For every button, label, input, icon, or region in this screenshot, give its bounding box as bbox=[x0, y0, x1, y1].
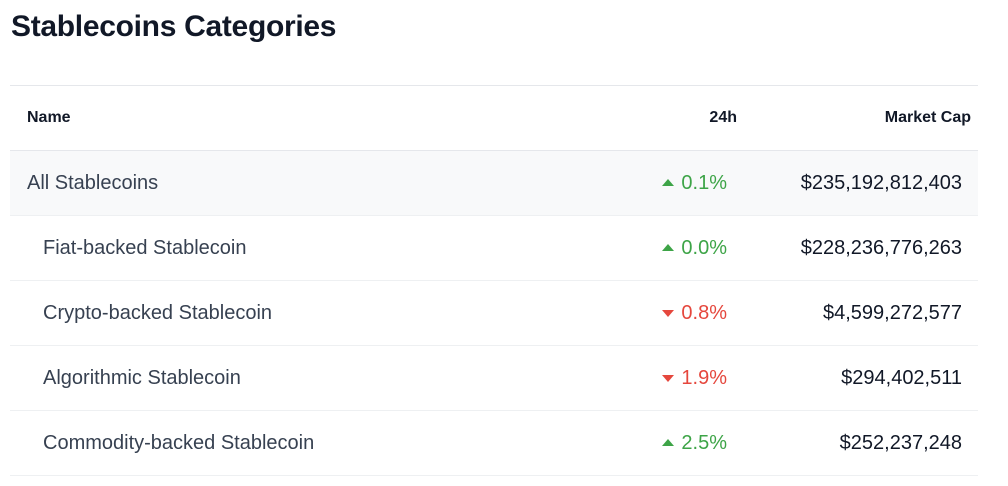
page-title: Stablecoins Categories bbox=[11, 10, 337, 43]
change-value: 1.9% bbox=[681, 366, 727, 389]
category-row[interactable]: Fiat-backed Stablecoin 0.0% $228,236,776,2… bbox=[10, 215, 978, 281]
change-cell: 0.1% bbox=[537, 150, 743, 216]
change-value: 0.0% bbox=[681, 236, 727, 259]
change-cell: 0.8% bbox=[537, 280, 743, 346]
category-name: All Stablecoins bbox=[10, 150, 537, 216]
header-row: Name 24h Market Cap bbox=[10, 85, 978, 151]
category-name: Commodity-backed Stablecoin bbox=[10, 410, 537, 476]
change-cell: 0.0% bbox=[537, 215, 743, 281]
trend-arrow bbox=[662, 439, 675, 447]
column-header[interactable]: 24h bbox=[537, 85, 743, 151]
category-row[interactable]: All Stablecoins 0.1% $235,192,812,403 bbox=[10, 150, 978, 216]
trend-arrow bbox=[662, 179, 675, 187]
market-cap: $294,402,511 bbox=[743, 345, 978, 411]
category-row[interactable]: Crypto-backed Stablecoin 0.8% $4,599,272,5… bbox=[10, 280, 978, 346]
trend-arrow-shape bbox=[662, 375, 675, 383]
trend-arrow-shape bbox=[662, 244, 675, 252]
market-cap: $4,599,272,577 bbox=[743, 280, 978, 346]
table-body: All Stablecoins 0.1% $235,192,812,403 Fiat-… bbox=[10, 150, 978, 476]
trend-arrow-shape bbox=[662, 179, 675, 187]
category-row[interactable]: Algorithmic Stablecoin 1.9% $294,402,511 bbox=[10, 345, 978, 411]
change-cell: 1.9% bbox=[537, 345, 743, 411]
market-cap: $235,192,812,403 bbox=[743, 150, 978, 216]
change-value: 0.8% bbox=[681, 301, 727, 324]
change-value: 2.5% bbox=[681, 431, 727, 454]
trend-arrow bbox=[662, 310, 675, 318]
change-value: 0.1% bbox=[681, 171, 727, 194]
category-name: Fiat-backed Stablecoin bbox=[10, 215, 537, 281]
trend-arrow bbox=[662, 375, 675, 383]
change-cell: 2.5% bbox=[537, 410, 743, 476]
category-name: Algorithmic Stablecoin bbox=[10, 345, 537, 411]
trend-arrow-shape bbox=[662, 439, 675, 447]
market-cap: $252,237,248 bbox=[743, 410, 978, 476]
category-name: Crypto-backed Stablecoin bbox=[10, 280, 537, 346]
categories-table: Name 24h Market Cap All Stablecoins 0.1% $… bbox=[10, 85, 978, 476]
trend-arrow-shape bbox=[662, 310, 675, 318]
column-header[interactable]: Name bbox=[10, 85, 537, 151]
trend-arrow bbox=[662, 244, 675, 252]
column-header[interactable]: Market Cap bbox=[743, 85, 978, 151]
market-cap: $228,236,776,263 bbox=[743, 215, 978, 281]
category-row[interactable]: Commodity-backed Stablecoin 2.5% $252,237,… bbox=[10, 410, 978, 476]
